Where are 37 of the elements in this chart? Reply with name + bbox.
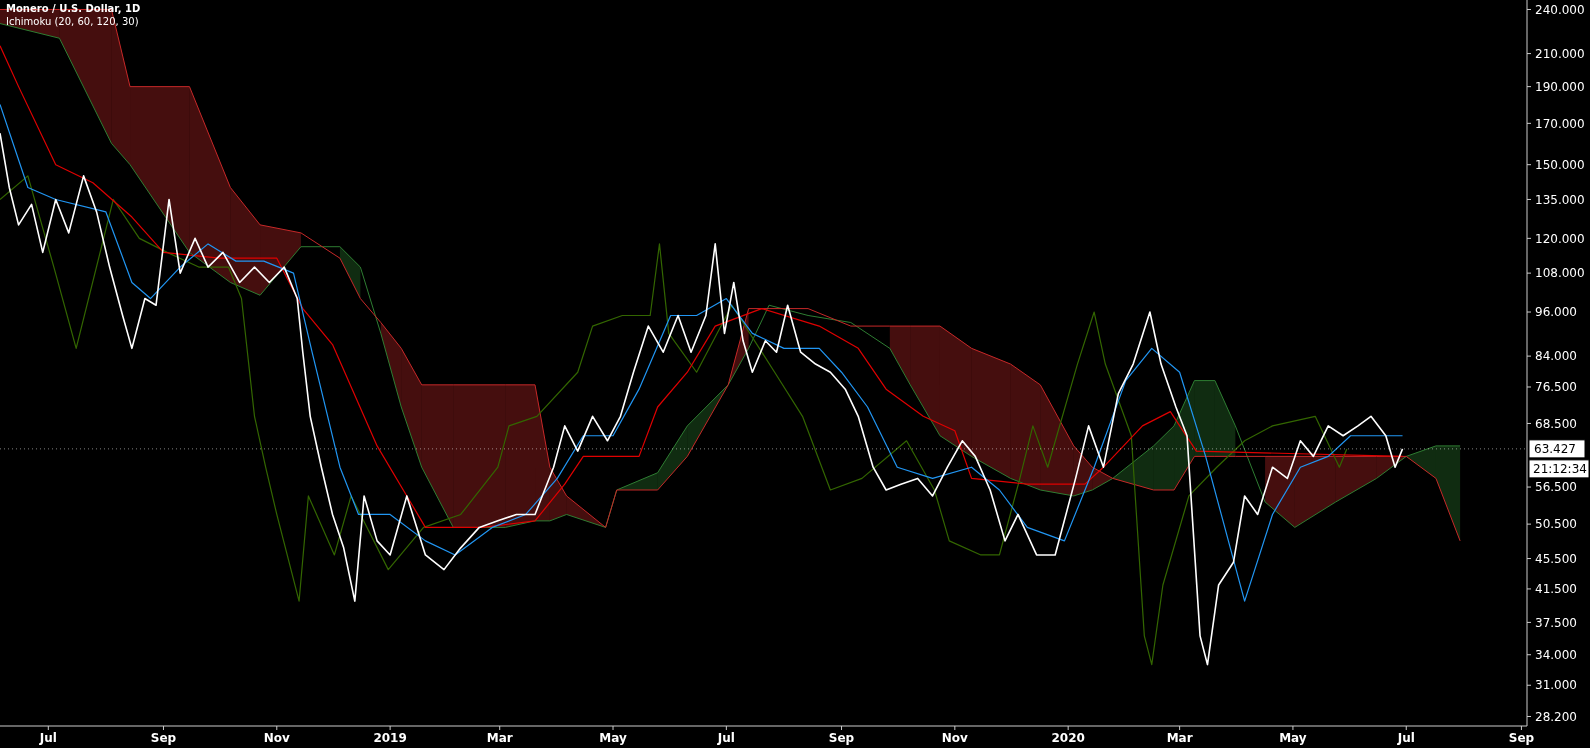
x-tick-label: Sep (1508, 731, 1535, 745)
x-tick-label: Jul (716, 731, 735, 745)
y-tick-label: 37.500 (1535, 615, 1577, 630)
y-tick-label: 135.000 (1535, 192, 1585, 207)
y-tick-label: 150.000 (1535, 157, 1585, 172)
y-tick-label: 45.500 (1535, 551, 1577, 566)
x-tick-label: Jul (38, 731, 57, 745)
x-tick-label: Mar (486, 731, 513, 745)
x-tick-label: May (1279, 731, 1307, 745)
y-tick-label: 170.000 (1535, 116, 1585, 131)
y-tick-label: 68.500 (1535, 416, 1577, 431)
ref-line-label: 63.427 (1534, 442, 1576, 457)
x-tick-label: Sep (828, 731, 855, 745)
y-tick-label: 210.000 (1535, 46, 1585, 61)
y-tick-label: 240.000 (1535, 2, 1585, 17)
x-tick-label: Jul (1396, 731, 1415, 745)
x-tick-label: 2019 (373, 731, 407, 745)
x-tick-label: Sep (150, 731, 177, 745)
x-tick-label: Mar (1166, 731, 1193, 745)
y-tick-label: 28.200 (1535, 709, 1577, 724)
y-tick-label: 84.000 (1535, 349, 1577, 364)
x-tick-label: Nov (941, 731, 969, 745)
y-tick-label: 96.000 (1535, 305, 1577, 320)
y-tick-label: 34.000 (1535, 647, 1577, 662)
x-tick-label: 2020 (1051, 731, 1085, 745)
y-tick-label: 120.000 (1535, 231, 1585, 246)
x-tick-label: Nov (263, 731, 291, 745)
y-tick-label: 56.500 (1535, 480, 1577, 495)
y-tick-label: 50.500 (1535, 517, 1577, 532)
x-tick-label: May (599, 731, 627, 745)
y-tick-label: 31.000 (1535, 678, 1577, 693)
text: 21:12:34 (1533, 462, 1587, 477)
y-tick-label: 190.000 (1535, 79, 1585, 94)
y-tick-label: 41.500 (1535, 582, 1577, 597)
text: Ichimoku (20, 60, 120, 30) (6, 16, 139, 27)
y-tick-label: 108.000 (1535, 266, 1585, 281)
y-tick-label: 76.500 (1535, 380, 1577, 395)
